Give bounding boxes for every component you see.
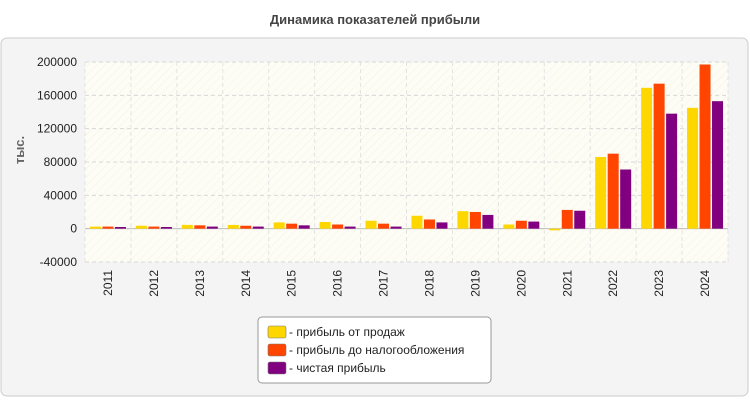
y-tick-label: 40000 [44, 188, 78, 202]
y-axis-label: тыс. [12, 136, 27, 164]
bar-2016-series-2 [332, 224, 344, 229]
y-tick-label: 80000 [44, 155, 78, 169]
x-tick-label: 2011 [101, 270, 115, 296]
x-tick-label: 2023 [652, 270, 666, 297]
bar-2024-series-2 [699, 64, 711, 229]
bar-2019-series-2 [469, 212, 481, 229]
bars [89, 64, 724, 231]
x-tick-label: 2012 [147, 270, 161, 297]
bar-2012-series-2 [148, 226, 160, 229]
bar-2020-series-2 [515, 220, 527, 229]
bar-2011-series-1 [89, 226, 101, 229]
bar-2019-series-3 [482, 214, 494, 229]
bar-2012-series-1 [135, 225, 147, 229]
bar-2021-series-1 [549, 228, 561, 231]
bar-2013-series-3 [206, 226, 218, 229]
bar-2017-series-1 [365, 220, 377, 229]
bar-2012-series-3 [160, 227, 172, 229]
bar-2023-series-2 [653, 83, 665, 229]
y-tick-label: 120000 [37, 122, 77, 136]
x-tick-label: 2018 [422, 270, 436, 297]
bar-2015-series-3 [298, 225, 310, 229]
x-tick-label: 2022 [606, 270, 620, 297]
bar-2021-series-2 [561, 209, 573, 229]
bar-2022-series-1 [595, 157, 607, 229]
bar-2011-series-2 [102, 226, 114, 229]
x-tick-label: 2019 [468, 270, 482, 297]
bar-2014-series-3 [252, 226, 264, 229]
y-tick-label: 200000 [37, 55, 77, 69]
x-tick-labels: 2011 2012 2013 2014 2015 2016 2017 2018 2019 2020… [101, 270, 712, 297]
legend: - прибыль от продаж - прибыль до налогооб… [257, 316, 492, 384]
bar-2018-series-1 [411, 215, 423, 229]
x-tick-label: 2013 [193, 270, 207, 297]
bar-2016-series-1 [319, 222, 331, 229]
bar-2019-series-1 [457, 211, 469, 229]
bar-2013-series-1 [181, 224, 193, 229]
y-tick-label: 160000 [37, 88, 77, 102]
bar-2022-series-2 [607, 153, 619, 229]
bar-2020-series-3 [528, 221, 540, 229]
x-tick-label: 2015 [285, 270, 299, 297]
y-tick-label: -40000 [40, 255, 78, 269]
bar-2020-series-1 [503, 224, 515, 229]
bar-2021-series-3 [574, 210, 586, 229]
legend-swatch [267, 343, 287, 357]
bar-2022-series-3 [620, 169, 632, 229]
bar-2024-series-3 [712, 101, 724, 229]
bar-2016-series-3 [344, 226, 356, 229]
bar-2017-series-2 [378, 223, 390, 229]
legend-swatch [267, 361, 287, 375]
bar-2018-series-3 [436, 222, 448, 229]
x-tick-label: 2016 [331, 270, 345, 297]
x-tick-label: 2020 [514, 270, 528, 297]
bar-2014-series-1 [227, 224, 239, 229]
y-tick-labels: 200000 160000 120000 80000 40000 0 -40000 [37, 55, 77, 269]
x-tick-label: 2021 [560, 270, 574, 297]
legend-swatch [267, 325, 287, 339]
bar-2024-series-1 [687, 107, 699, 229]
legend-label: - прибыль от продаж [289, 325, 405, 339]
bar-2023-series-1 [641, 87, 653, 229]
bar-2011-series-3 [114, 227, 126, 229]
legend-label: - чистая прибыль [289, 361, 386, 375]
x-tick-label: 2017 [377, 270, 391, 297]
bar-2018-series-2 [423, 219, 435, 229]
bar-2014-series-2 [240, 225, 252, 229]
bar-2015-series-1 [273, 222, 285, 229]
legend-label: - прибыль до налогообложения [289, 343, 464, 357]
chart-title: Динамика показателей прибыли [270, 12, 480, 27]
bar-2017-series-3 [390, 226, 402, 229]
bar-2023-series-3 [666, 113, 678, 229]
y-tick-label: 0 [70, 222, 77, 236]
x-tick-label: 2014 [239, 270, 253, 297]
legend-box [257, 316, 492, 384]
bar-2015-series-2 [286, 223, 298, 229]
bar-2013-series-2 [194, 225, 206, 229]
x-tick-label: 2024 [698, 270, 712, 297]
